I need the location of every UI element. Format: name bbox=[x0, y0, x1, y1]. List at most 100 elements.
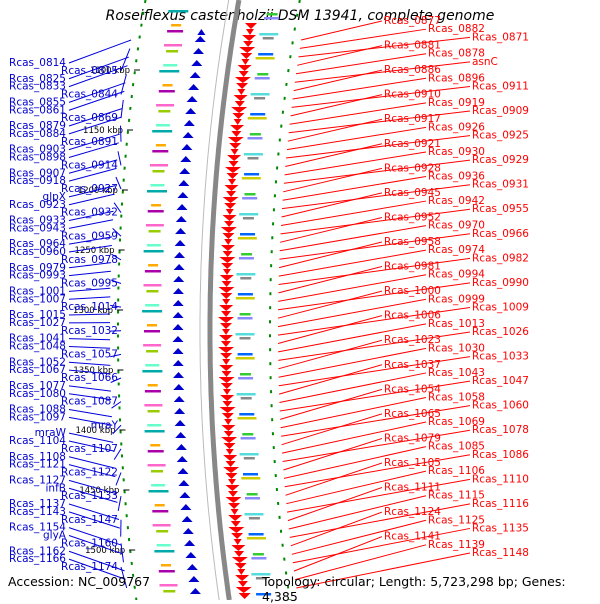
forward-gene-arrow bbox=[177, 456, 188, 462]
annotation-stripe bbox=[247, 537, 266, 540]
gene-label-right: Rcas_1116 bbox=[472, 498, 529, 510]
reverse-gene-arrow bbox=[220, 353, 232, 359]
gene-label-right: Rcas_0911 bbox=[472, 80, 529, 92]
gene-label-right: asnC bbox=[472, 56, 498, 68]
leader-line-left bbox=[69, 339, 110, 340]
forward-gene-arrow bbox=[180, 504, 191, 510]
annotation-stripe bbox=[152, 150, 168, 153]
forward-gene-arrow bbox=[195, 36, 206, 42]
gene-label-left: Rcas_1066 bbox=[61, 372, 118, 384]
annotation-stripe bbox=[241, 253, 252, 256]
gene-label-left: Rcas_1121 bbox=[9, 459, 66, 471]
reverse-gene-arrow bbox=[223, 269, 231, 275]
annotation-stripe bbox=[257, 73, 268, 76]
annotation-stripe bbox=[149, 490, 169, 493]
gene-label-left: Rcas_1027 bbox=[9, 317, 66, 329]
gene-label-left: Rcas_1133 bbox=[61, 490, 118, 502]
annotation-stripe bbox=[159, 90, 175, 93]
annotation-stripe bbox=[148, 410, 160, 413]
annotation-stripe bbox=[242, 433, 253, 436]
reverse-gene-arrow bbox=[231, 545, 245, 551]
annotation-stripe bbox=[241, 437, 256, 440]
reverse-gene-arrow bbox=[226, 461, 236, 467]
reverse-gene-arrow bbox=[221, 437, 237, 443]
annotation-stripe bbox=[247, 493, 258, 496]
reverse-gene-arrow bbox=[228, 527, 244, 533]
gene-label-left: Rcas_0861 bbox=[9, 104, 66, 116]
annotation-stripe bbox=[240, 233, 255, 236]
reverse-gene-arrow bbox=[227, 155, 241, 161]
reverse-gene-arrow bbox=[228, 491, 238, 497]
reverse-gene-arrow bbox=[223, 251, 233, 257]
leader-line-right bbox=[278, 340, 382, 369]
annotation-stripe bbox=[243, 217, 254, 220]
annotation-stripe bbox=[147, 244, 161, 247]
gene-label-left: Rcas_1160 bbox=[61, 537, 118, 549]
annotation-stripe bbox=[245, 513, 264, 516]
forward-gene-arrow bbox=[193, 48, 204, 54]
annotation-stripe bbox=[250, 133, 261, 136]
reverse-gene-arrow bbox=[239, 71, 249, 77]
annotation-stripe bbox=[240, 277, 251, 280]
annotation-stripe bbox=[255, 77, 270, 80]
reverse-gene-arrow bbox=[219, 257, 235, 263]
gene-label-left: Rcas_0943 bbox=[9, 222, 66, 234]
forward-gene-arrow bbox=[181, 144, 192, 150]
leader-line-right bbox=[279, 365, 382, 394]
reverse-gene-arrow bbox=[219, 287, 235, 293]
annotation-stripe bbox=[171, 24, 181, 27]
reverse-gene-arrow bbox=[242, 35, 256, 41]
leader-line-left bbox=[121, 126, 122, 142]
reverse-gene-arrow bbox=[222, 401, 232, 407]
reverse-gene-arrow bbox=[222, 299, 230, 305]
forward-gene-arrow bbox=[174, 264, 185, 270]
reverse-gene-arrow bbox=[234, 539, 242, 545]
reverse-gene-arrow bbox=[219, 305, 233, 311]
annotation-stripe bbox=[156, 144, 166, 147]
annotation-stripe bbox=[238, 237, 257, 240]
accession-label: Accession: NC_009767 bbox=[8, 574, 150, 589]
annotation-stripe bbox=[168, 10, 188, 13]
annotation-stripe bbox=[239, 257, 254, 260]
leader-line-right bbox=[279, 242, 382, 268]
gene-label-right: Rcas_0982 bbox=[472, 252, 529, 264]
annotation-stripe bbox=[145, 364, 159, 367]
reverse-gene-arrow bbox=[238, 65, 252, 71]
gene-label-left: Rcas_1014 bbox=[61, 301, 118, 313]
reverse-gene-arrow bbox=[221, 227, 237, 233]
forward-gene-arrow bbox=[187, 564, 198, 570]
reverse-gene-arrow bbox=[235, 563, 247, 569]
reverse-gene-arrow bbox=[226, 449, 234, 455]
gene-label-right: Rcas_0966 bbox=[472, 228, 529, 240]
gene-label-right: Rcas_1078 bbox=[472, 424, 529, 436]
reverse-gene-arrow bbox=[221, 263, 233, 269]
gene-label-left: Rcas_0993 bbox=[9, 270, 66, 282]
reverse-gene-arrow bbox=[237, 569, 245, 575]
reverse-gene-arrow bbox=[220, 275, 234, 281]
reverse-gene-arrow bbox=[222, 281, 232, 287]
annotation-stripe bbox=[159, 70, 179, 73]
reverse-gene-arrow bbox=[226, 473, 238, 479]
reverse-gene-arrow bbox=[240, 53, 252, 59]
forward-gene-arrow bbox=[187, 96, 198, 102]
leader-line-left bbox=[69, 271, 111, 275]
annotation-stripe bbox=[150, 164, 168, 167]
annotation-stripe bbox=[237, 393, 256, 396]
reverse-gene-arrow bbox=[223, 455, 237, 461]
forward-gene-arrow bbox=[173, 360, 184, 366]
annotation-stripe bbox=[248, 137, 263, 140]
reverse-gene-arrow bbox=[218, 347, 234, 353]
annotation-stripe bbox=[264, 17, 279, 20]
annotation-stripe bbox=[236, 297, 255, 300]
forward-gene-arrow bbox=[175, 228, 186, 234]
leader-line-right bbox=[278, 291, 382, 318]
forward-gene-arrow bbox=[173, 384, 184, 390]
gene-label-left: Rcas_1080 bbox=[9, 388, 66, 400]
annotation-stripe bbox=[157, 544, 171, 547]
reverse-gene-arrow bbox=[226, 209, 234, 215]
reverse-gene-arrow bbox=[228, 503, 240, 509]
leader-line-right bbox=[294, 537, 382, 571]
reverse-gene-arrow bbox=[231, 533, 243, 539]
reverse-gene-arrow bbox=[226, 497, 242, 503]
forward-gene-arrow bbox=[185, 552, 196, 558]
